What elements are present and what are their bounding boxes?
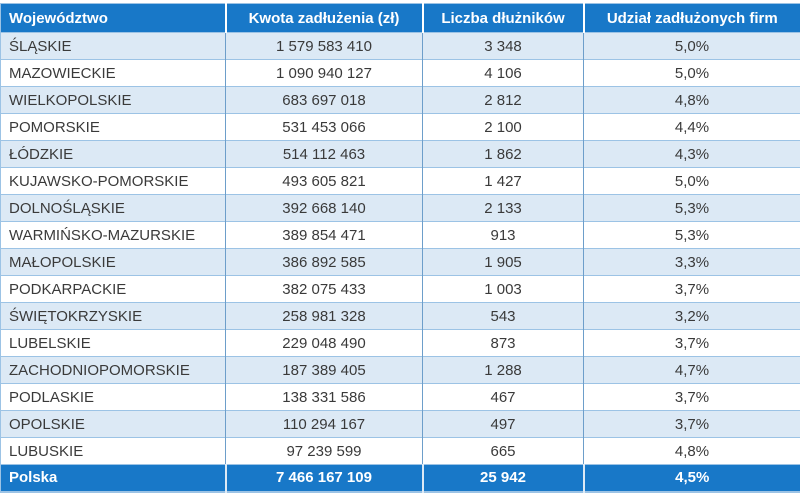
table-cell: 543 — [423, 303, 584, 330]
table-cell: 4,3% — [584, 141, 800, 168]
table-cell: 1 579 583 410 — [226, 33, 423, 60]
table-cell: 4,8% — [584, 438, 800, 465]
table-cell: 5,3% — [584, 222, 800, 249]
table-cell: 497 — [423, 411, 584, 438]
table-cell: 2 100 — [423, 114, 584, 141]
table-cell: ŚLĄSKIE — [1, 33, 226, 60]
table-cell: 4,4% — [584, 114, 800, 141]
table-cell: 913 — [423, 222, 584, 249]
total-row-liczba: 25 942 — [423, 465, 584, 492]
table-cell: 1 003 — [423, 276, 584, 303]
table-cell: 1 288 — [423, 357, 584, 384]
table-cell: WARMIŃSKO-MAZURSKIE — [1, 222, 226, 249]
table-cell: 5,3% — [584, 195, 800, 222]
column-header-wojewodztwo: Województwo — [1, 4, 226, 33]
table-cell: 5,0% — [584, 33, 800, 60]
table-cell: 3,7% — [584, 411, 800, 438]
column-header-udzial-zadluzonych-firm: Udział zadłużonych firm — [584, 4, 800, 33]
header-row: Województwo Kwota zadłużenia (zł) Liczba… — [1, 4, 800, 33]
table-cell: 4 106 — [423, 60, 584, 87]
table-cell: ŁÓDZKIE — [1, 141, 226, 168]
table-cell: ZACHODNIOPOMORSKIE — [1, 357, 226, 384]
table-cell: 467 — [423, 384, 584, 411]
table-cell: 514 112 463 — [226, 141, 423, 168]
table-cell: 3,2% — [584, 303, 800, 330]
table-cell: 1 090 940 127 — [226, 60, 423, 87]
table-cell: 3,3% — [584, 249, 800, 276]
table-cell: 1 427 — [423, 168, 584, 195]
table-cell: 392 668 140 — [226, 195, 423, 222]
total-row-kwota: 7 466 167 109 — [226, 465, 423, 492]
table-cell: 5,0% — [584, 168, 800, 195]
table-cell: 531 453 066 — [226, 114, 423, 141]
total-row-udzial: 4,5% — [584, 465, 800, 492]
table-cell: 382 075 433 — [226, 276, 423, 303]
table-cell: 1 862 — [423, 141, 584, 168]
table-cell: 229 048 490 — [226, 330, 423, 357]
table-cell: POMORSKIE — [1, 114, 226, 141]
table-cell: 3,7% — [584, 276, 800, 303]
table-cell: 5,0% — [584, 60, 800, 87]
table-cell: 2 812 — [423, 87, 584, 114]
table-cell: 1 905 — [423, 249, 584, 276]
debt-by-voivodeship-table: Województwo Kwota zadłużenia (zł) Liczba… — [0, 3, 800, 493]
table-cell: 665 — [423, 438, 584, 465]
table-cell: MAŁOPOLSKIE — [1, 249, 226, 276]
table-cell: LUBELSKIE — [1, 330, 226, 357]
table-cell: 389 854 471 — [226, 222, 423, 249]
table-cell: 258 981 328 — [226, 303, 423, 330]
table-cell: 110 294 167 — [226, 411, 423, 438]
table-cell: 2 133 — [423, 195, 584, 222]
table-cell: ŚWIĘTOKRZYSKIE — [1, 303, 226, 330]
table-cell: 493 605 821 — [226, 168, 423, 195]
table-cell: 386 892 585 — [226, 249, 423, 276]
table-cell: PODKARPACKIE — [1, 276, 226, 303]
column-header-liczba-dluznikow: Liczba dłużników — [423, 4, 584, 33]
table-cell: 3,7% — [584, 330, 800, 357]
table-cell: 187 389 405 — [226, 357, 423, 384]
table-cell: 4,8% — [584, 87, 800, 114]
table-cell: OPOLSKIE — [1, 411, 226, 438]
total-row-label: Polska — [1, 465, 226, 492]
column-header-kwota-zadluzenia: Kwota zadłużenia (zł) — [226, 4, 423, 33]
table-cell: DOLNOŚLĄSKIE — [1, 195, 226, 222]
table-cell: 3,7% — [584, 384, 800, 411]
table-cell: MAZOWIECKIE — [1, 60, 226, 87]
table-cell: LUBUSKIE — [1, 438, 226, 465]
table-cell: WIELKOPOLSKIE — [1, 87, 226, 114]
table-cell: 3 348 — [423, 33, 584, 60]
table-cell: 138 331 586 — [226, 384, 423, 411]
total-row: Polska 7 466 167 109 25 942 4,5% — [1, 465, 800, 492]
table-cell: 873 — [423, 330, 584, 357]
table-cell: 683 697 018 — [226, 87, 423, 114]
table-cell: 4,7% — [584, 357, 800, 384]
table-cell: PODLASKIE — [1, 384, 226, 411]
table-cell: KUJAWSKO-POMORSKIE — [1, 168, 226, 195]
table-cell: 97 239 599 — [226, 438, 423, 465]
